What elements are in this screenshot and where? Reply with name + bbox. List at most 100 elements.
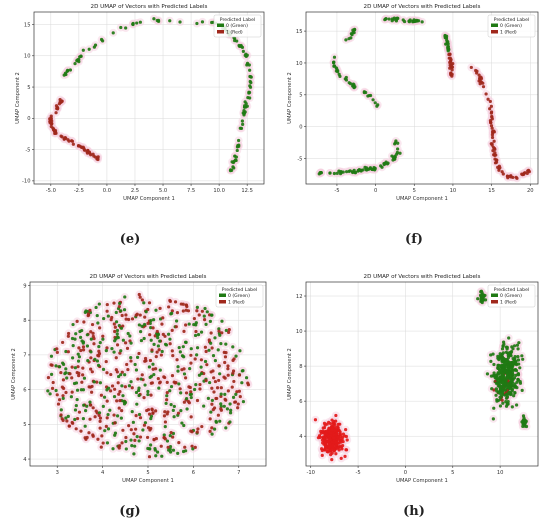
data-point-red: [59, 370, 63, 375]
data-point-green: [504, 400, 508, 404]
data-point-green: [517, 341, 521, 345]
data-point-green: [57, 365, 62, 369]
data-point-green: [217, 327, 221, 331]
data-point-green: [504, 364, 508, 369]
data-point-red: [54, 104, 59, 108]
data-point-green: [506, 358, 510, 362]
data-point-red: [156, 376, 160, 381]
data-point-green: [149, 338, 153, 342]
data-point-red: [170, 328, 174, 332]
data-point-red: [198, 382, 202, 387]
data-point-red: [490, 126, 494, 130]
data-point-red: [236, 406, 240, 410]
data-point-red: [143, 356, 148, 361]
data-point-green: [147, 365, 151, 369]
data-point-red: [89, 330, 93, 334]
data-point-red: [165, 380, 169, 384]
data-point-green: [164, 343, 169, 347]
data-point-green: [338, 74, 342, 78]
data-point-red: [325, 444, 329, 448]
data-point-green: [122, 308, 127, 312]
data-point-green: [516, 355, 520, 359]
data-point-red: [328, 438, 332, 442]
data-point-green: [205, 310, 209, 314]
data-point-red: [474, 68, 478, 73]
data-point-green: [501, 401, 505, 405]
data-point-red: [61, 378, 66, 382]
data-point-red: [171, 435, 175, 439]
x-tick-label: 7.5: [187, 188, 195, 194]
data-point-red: [505, 174, 510, 178]
data-point-green: [395, 150, 399, 155]
legend-swatch-green: [491, 23, 498, 27]
data-point-red: [104, 359, 108, 364]
data-point-red: [77, 374, 81, 378]
axes-frame: [33, 11, 265, 185]
data-point-red: [91, 331, 95, 335]
data-point-green: [510, 405, 514, 409]
legend-label-red: 1 (Red): [500, 30, 517, 36]
data-point-red: [75, 319, 79, 323]
data-point-red: [489, 104, 493, 108]
data-point-red: [105, 371, 109, 375]
data-point-green: [124, 439, 128, 444]
data-point-green: [241, 399, 246, 404]
data-point-red: [97, 354, 101, 358]
data-point-red: [199, 358, 203, 362]
data-point-green: [64, 416, 68, 420]
chart-f: 2D UMAP of Vectors with Predicted Labels…: [282, 0, 548, 215]
data-point-red: [163, 420, 168, 424]
data-point-red: [98, 419, 102, 423]
data-point-green: [516, 358, 521, 362]
data-point-green: [491, 417, 495, 421]
data-point-green: [101, 337, 105, 341]
data-point-red: [210, 402, 214, 406]
data-point-green: [218, 372, 222, 376]
data-point-green: [133, 444, 137, 448]
data-point-green: [501, 357, 505, 362]
data-point-green: [70, 336, 75, 341]
data-point-green: [127, 384, 132, 388]
data-point-red: [151, 326, 155, 330]
data-point-red: [205, 363, 209, 367]
data-point-red: [78, 144, 82, 148]
scatter-plot-f: 2D UMAP of Vectors with Predicted Labels…: [287, 4, 539, 202]
data-point-green: [396, 141, 400, 145]
data-point-green: [196, 333, 201, 337]
data-point-green: [219, 392, 223, 396]
data-point-green: [210, 398, 214, 403]
y-tick-label: 6: [23, 387, 26, 393]
data-point-red: [105, 346, 109, 350]
data-point-green: [328, 171, 332, 175]
data-point-red: [167, 305, 171, 309]
data-point-red: [109, 318, 113, 322]
data-point-green: [156, 336, 160, 340]
data-point-green: [382, 162, 386, 167]
data-point-green: [152, 372, 156, 377]
data-point-red: [81, 373, 85, 377]
data-point-green: [243, 104, 247, 108]
data-point-red: [523, 171, 527, 175]
data-point-red: [500, 170, 504, 174]
data-point-red: [84, 437, 88, 441]
data-point-green: [140, 324, 144, 328]
x-axis-label: UMAP Component 1: [122, 478, 174, 484]
data-point-red: [91, 434, 95, 438]
data-point-red: [147, 301, 152, 305]
data-point-green: [224, 342, 228, 346]
data-point-red: [163, 334, 167, 338]
data-point-green: [137, 388, 141, 393]
data-point-red: [173, 300, 178, 304]
data-point-red: [99, 445, 103, 449]
data-point-green: [120, 384, 124, 388]
data-point-red: [157, 348, 161, 352]
data-point-red: [130, 317, 135, 321]
data-point-red: [212, 376, 216, 380]
data-point-red: [448, 56, 452, 60]
y-tick-label: -5: [297, 156, 302, 162]
data-point-green: [365, 168, 369, 172]
data-point-green: [238, 44, 242, 48]
data-point-green: [379, 164, 383, 168]
legend-title: Predicted Label: [222, 287, 257, 293]
y-tick-label: 7: [23, 353, 26, 359]
